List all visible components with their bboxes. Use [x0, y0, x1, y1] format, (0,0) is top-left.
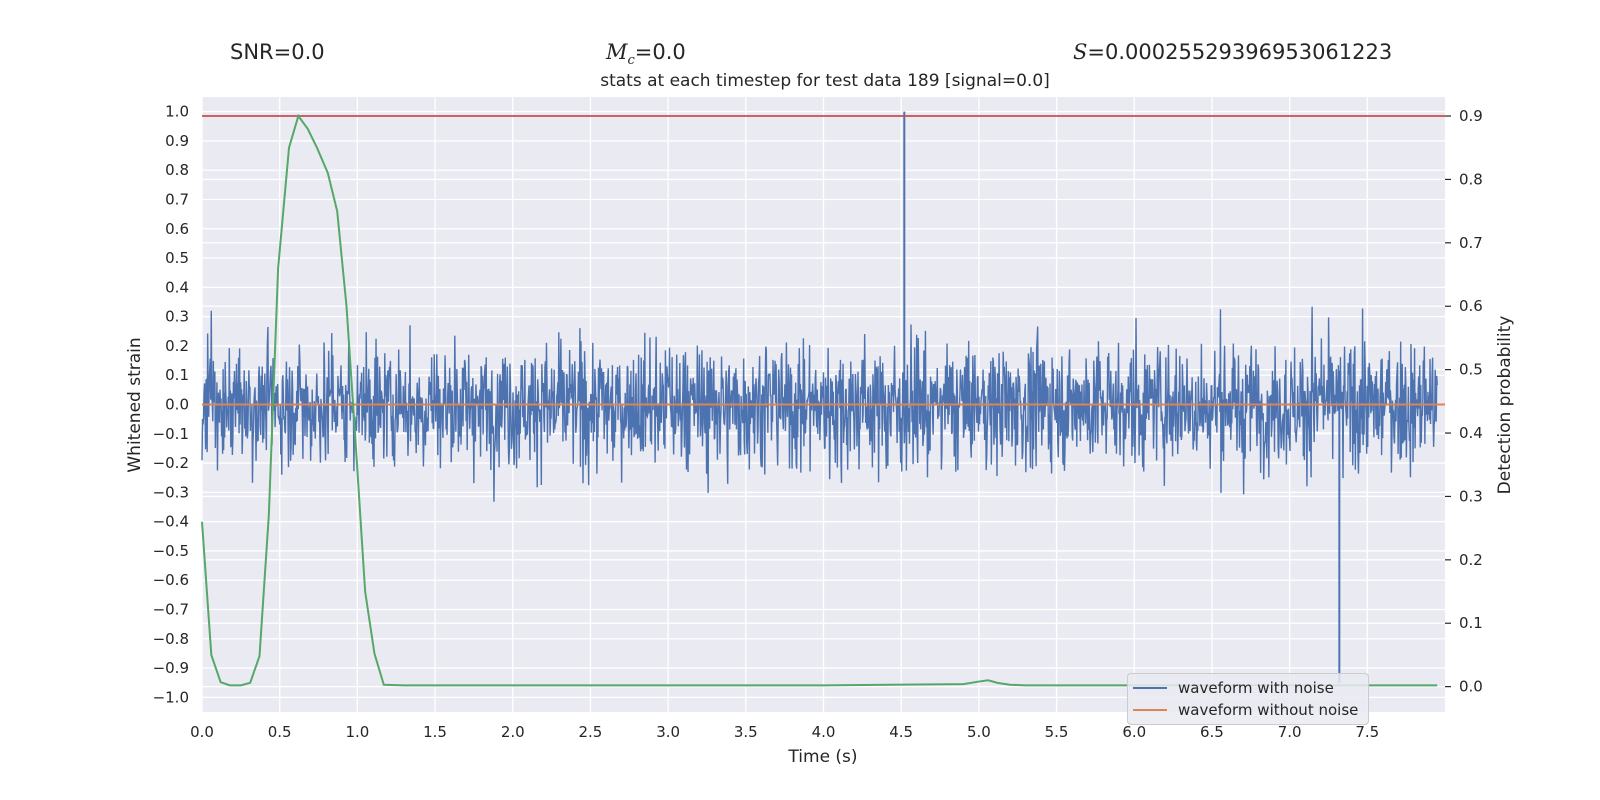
series-lines [201, 113, 1445, 687]
y-right-tick-label: 0.5 [1459, 361, 1483, 379]
legend-label-with-noise: waveform with noise [1178, 679, 1334, 697]
waveform-with-noise-line [201, 306, 1438, 502]
y-left-tick-label: −0.5 [153, 542, 189, 560]
y-left-tick-label: 0.8 [165, 161, 189, 179]
y-right-tick-label: 0.0 [1459, 678, 1483, 696]
stat-value: =0.00025529396953061223 [1087, 40, 1393, 64]
x-tick-label: 5.5 [1045, 723, 1069, 741]
y-right-tick-label: 0.8 [1459, 170, 1483, 188]
y-right-tick-label: 0.9 [1459, 107, 1483, 125]
y-left-tick-label: −0.7 [153, 601, 189, 619]
legend-item-waveform-with-noise: waveform with noise [1133, 678, 1334, 698]
series-waveform-with-noise [201, 111, 1438, 683]
legend-swatch-without-noise [1133, 709, 1167, 711]
chirp-mass-value: =0.0 [634, 40, 686, 64]
y-right-tick-label: 0.2 [1459, 551, 1483, 569]
chirp-mass-symbol: M [606, 40, 628, 64]
y-axis-label-right: Detection probability [1495, 316, 1515, 495]
ticks: 0.0 0.5 1.0 1.5 2.0 2.5 3.0 3.5 4.0 4.5 5.0 5.5 6.0 6… [153, 103, 1483, 741]
x-axis-label: Time (s) [787, 747, 857, 767]
chart-title: stats at each timestep for test data 189… [600, 71, 1050, 91]
y-right-tick-label: 0.3 [1459, 487, 1483, 505]
detection-probability-line [201, 113, 1438, 687]
y-left-tick-label: −0.8 [153, 630, 189, 648]
stat-label: S=0.00025529396953061223 [1073, 40, 1392, 64]
legend-item-waveform-without-noise: waveform without noise [1133, 700, 1358, 720]
x-tick-label: 7.5 [1355, 723, 1379, 741]
x-tick-label: 6.0 [1122, 723, 1146, 741]
y-left-tick-label: −0.1 [153, 425, 189, 443]
y-right-tick-label: 0.6 [1459, 297, 1483, 315]
y-left-tick-label: 0.9 [165, 132, 189, 150]
y-left-tick-label: −0.4 [153, 513, 189, 531]
stat-symbol: S [1073, 40, 1088, 64]
x-tick-label: 7.0 [1278, 723, 1302, 741]
y-left-tick-label: −0.3 [153, 483, 189, 501]
x-tick-label: 0.0 [190, 723, 214, 741]
y-left-tick-label: 0.5 [165, 249, 189, 267]
y-left-tick-label: −0.9 [153, 659, 189, 677]
legend-swatch-with-noise [1133, 687, 1167, 689]
x-tick-label: 4.5 [889, 723, 913, 741]
x-tick-label: 4.0 [812, 723, 836, 741]
x-tick-label: 0.5 [268, 723, 292, 741]
y-left-tick-label: 0.0 [165, 396, 189, 414]
x-tick-label: 5.0 [967, 723, 991, 741]
x-tick-label: 1.5 [423, 723, 447, 741]
x-tick-label: 2.5 [579, 723, 603, 741]
y-left-tick-label: 0.6 [165, 220, 189, 238]
x-tick-label: 2.0 [501, 723, 525, 741]
y-right-tick-label: 0.1 [1459, 614, 1483, 632]
x-tick-label: 3.5 [734, 723, 758, 741]
legend-label-without-noise: waveform without noise [1178, 701, 1359, 719]
y-left-tick-label: −0.2 [153, 454, 189, 472]
y-left-tick-label: 1.0 [165, 103, 189, 121]
y-left-tick-label: 0.3 [165, 308, 189, 326]
snr-label: SNR=0.0 [230, 40, 325, 64]
y-axis-label-left: Whitened strain [125, 337, 145, 472]
x-tick-label: 3.0 [656, 723, 680, 741]
y-left-tick-label: 0.2 [165, 337, 189, 355]
chirp-mass-label: Mc=0.0 [606, 40, 686, 68]
y-left-tick-label: −1.0 [153, 688, 189, 706]
y-left-tick-label: 0.1 [165, 366, 189, 384]
y-left-tick-label: 0.4 [165, 278, 189, 296]
y-left-tick-label: 0.7 [165, 191, 189, 209]
y-right-tick-label: 0.7 [1459, 234, 1483, 252]
y-left-tick-label: −0.6 [153, 571, 189, 589]
x-tick-label: 1.0 [345, 723, 369, 741]
legend: waveform with noise waveform without noi… [1127, 673, 1369, 725]
chirp-mass-subscript: c [627, 53, 635, 69]
x-tick-label: 6.5 [1200, 723, 1224, 741]
y-right-tick-label: 0.4 [1459, 424, 1483, 442]
